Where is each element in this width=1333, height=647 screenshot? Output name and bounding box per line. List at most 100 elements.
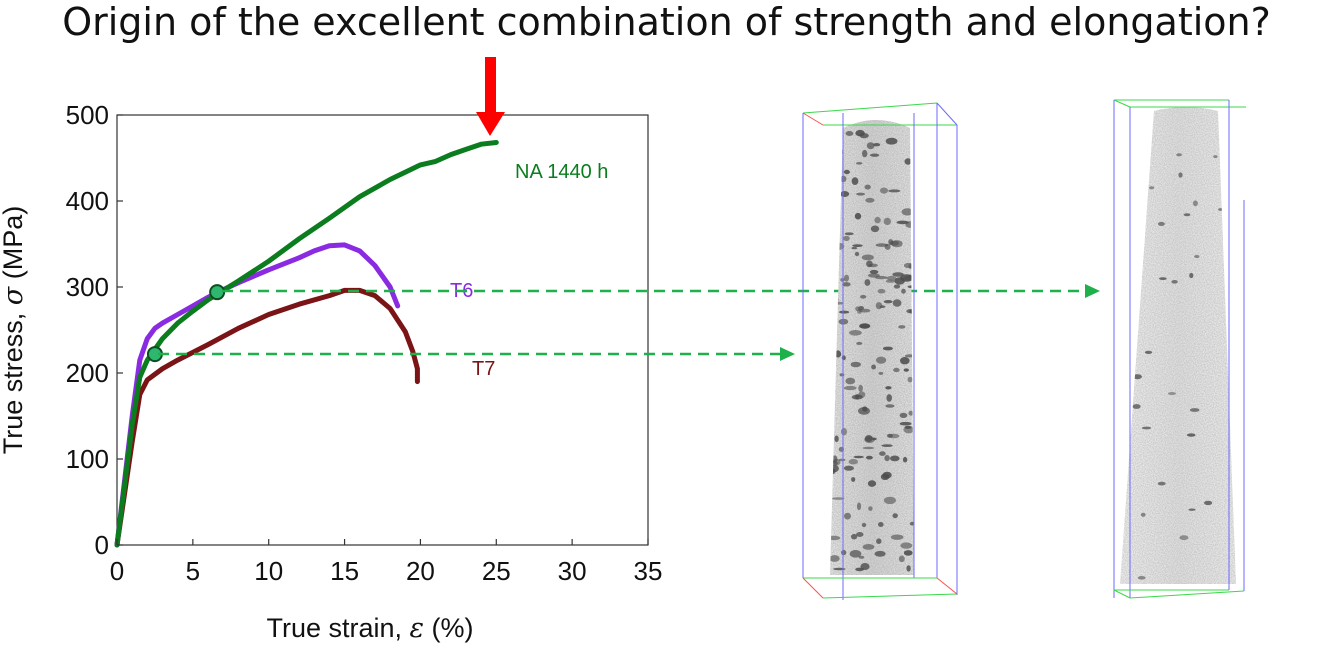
pore — [856, 341, 863, 345]
x-tick-label: 5 — [186, 556, 200, 586]
pore — [884, 243, 891, 250]
pore — [866, 142, 875, 150]
pore — [903, 550, 913, 556]
pore — [836, 148, 843, 155]
pore — [898, 555, 905, 563]
pore — [890, 455, 900, 462]
pore — [1176, 153, 1182, 157]
pore — [856, 192, 865, 196]
pore — [862, 149, 868, 158]
pore — [1140, 512, 1146, 517]
pore — [862, 446, 875, 450]
pore — [1132, 404, 1141, 409]
pore — [845, 377, 856, 385]
pore — [883, 496, 897, 505]
pore — [894, 277, 905, 285]
pore — [843, 169, 851, 175]
pore — [830, 323, 837, 327]
pore — [858, 384, 863, 392]
pore — [843, 465, 854, 471]
pore — [907, 285, 914, 289]
pore — [909, 521, 914, 526]
pore — [845, 131, 854, 136]
pore — [879, 305, 886, 309]
x-axis-title: True strain, ε (%) — [266, 613, 473, 644]
pore — [890, 534, 904, 540]
pore — [856, 502, 862, 511]
pore — [855, 567, 864, 572]
y-axis-title: True stress, σ (MPa) — [0, 206, 29, 454]
pore — [849, 330, 862, 336]
y-tick-label: 0 — [95, 530, 109, 560]
pore — [1194, 254, 1200, 259]
pore — [899, 412, 908, 418]
pore — [881, 444, 893, 447]
pore — [866, 455, 873, 460]
series-line-t7 — [114, 287, 420, 548]
pore — [865, 197, 875, 203]
series-label-na1440h: NA 1440 h — [515, 161, 608, 183]
pore — [903, 368, 909, 372]
pore — [888, 433, 900, 439]
pore — [870, 153, 880, 157]
pore — [834, 350, 842, 358]
slide-title: Origin of the excellent combination of s… — [62, 0, 1271, 44]
pore — [830, 535, 841, 541]
pore — [1157, 481, 1166, 486]
y-axis-title-unit: (MPa) — [0, 206, 28, 287]
pore — [830, 555, 840, 562]
pore — [879, 451, 886, 456]
specimen-texture — [830, 120, 914, 575]
pore — [830, 468, 836, 475]
max-elongation-arrow — [476, 57, 505, 136]
pore — [876, 356, 887, 364]
pore — [839, 310, 850, 314]
pore — [885, 404, 895, 408]
y-axis-title-prefix: True stress, — [0, 305, 28, 454]
pore — [906, 565, 911, 572]
pore — [831, 455, 838, 463]
x-tick-label: 10 — [254, 556, 283, 586]
pore — [860, 294, 867, 299]
pore — [852, 244, 863, 248]
pore — [848, 458, 858, 465]
series-layer — [114, 140, 499, 548]
pore — [903, 425, 914, 434]
x-tick-label: 20 — [406, 556, 435, 586]
x-axis-title-symbol: ε — [410, 613, 425, 644]
pore — [871, 364, 876, 370]
pore — [1149, 186, 1155, 190]
pore — [830, 322, 837, 327]
pore — [1171, 280, 1178, 284]
tick-layer: 0 5 10 15 20 25 30 35 0 100 200 300 400 500 — [66, 100, 663, 586]
pore — [851, 177, 859, 186]
pore — [892, 272, 904, 277]
pore — [839, 373, 845, 377]
pore — [864, 436, 875, 443]
pore — [1186, 433, 1196, 437]
pore — [1204, 500, 1213, 506]
pore — [843, 235, 850, 241]
y-axis-title-symbol: σ — [0, 285, 29, 305]
pore — [886, 394, 892, 402]
pore — [841, 355, 846, 361]
pore — [858, 306, 864, 310]
pore — [901, 288, 906, 294]
pore — [859, 133, 869, 139]
pore — [842, 282, 851, 287]
x-axis-title-unit: (%) — [424, 613, 474, 643]
pore — [857, 309, 862, 314]
pore — [1213, 155, 1218, 159]
pore — [873, 143, 881, 147]
pore — [874, 550, 886, 557]
pore — [849, 550, 862, 558]
pore — [843, 385, 857, 391]
pore — [893, 367, 900, 373]
pore — [830, 211, 836, 218]
pore — [1157, 221, 1165, 226]
pore — [878, 371, 884, 375]
pore — [876, 538, 882, 544]
pore — [1188, 508, 1196, 511]
pore — [832, 242, 845, 250]
